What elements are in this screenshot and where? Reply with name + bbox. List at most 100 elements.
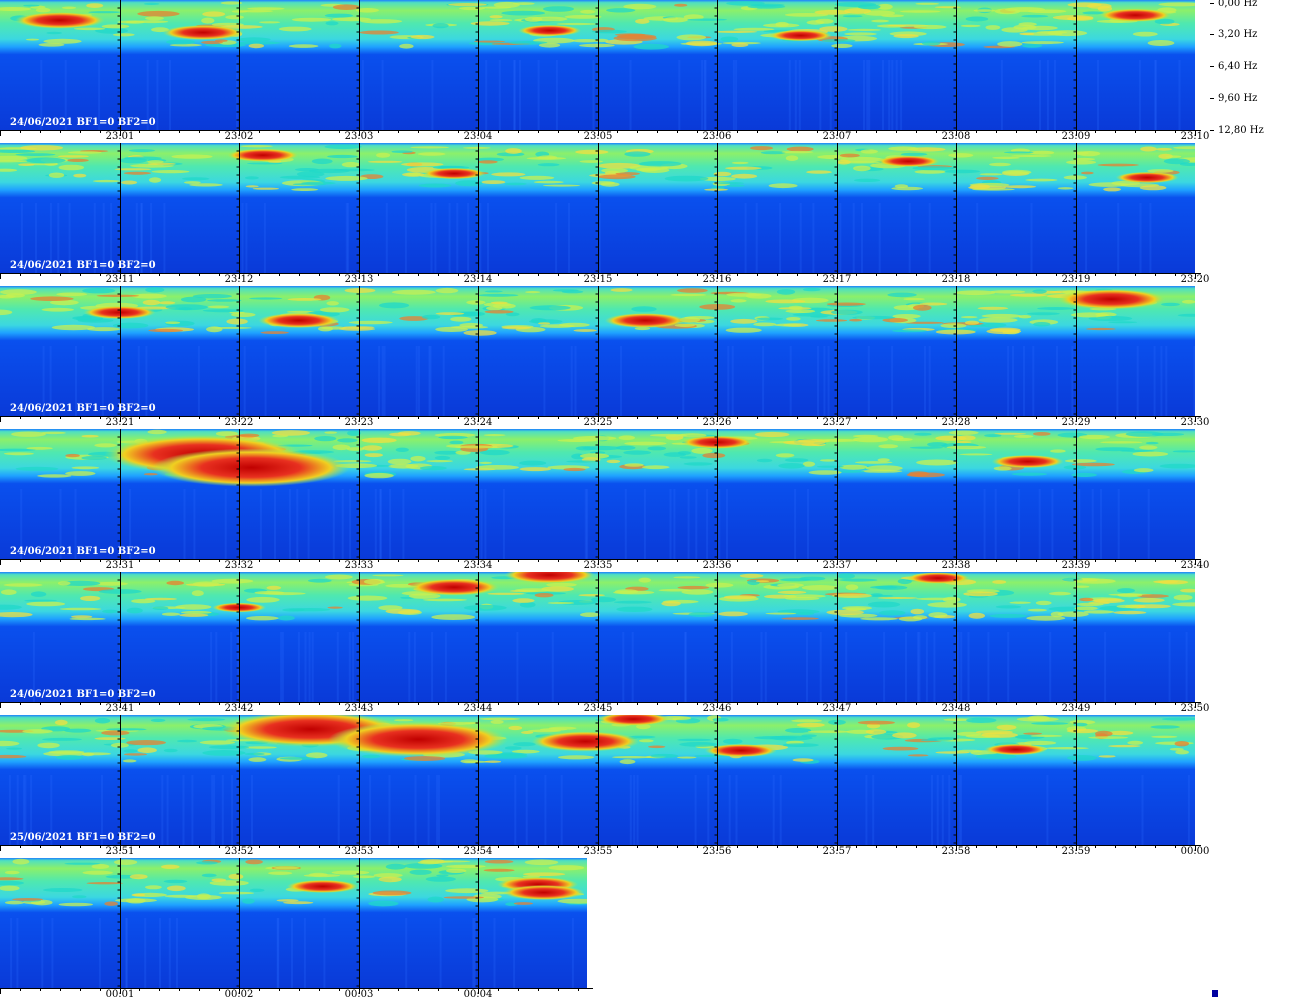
spectrogram-texture [907, 722, 921, 728]
spectrogram-streak [1154, 60, 1157, 130]
spectrogram-texture [426, 460, 453, 463]
time-axis-tick [478, 988, 479, 994]
spectrogram-texture [325, 21, 339, 26]
time-axis-tick [1016, 416, 1017, 419]
time-axis-line [0, 559, 1201, 560]
spectrogram-streak [438, 775, 440, 845]
time-tick-label: 23:25 [583, 417, 613, 428]
time-tick-label: 23:56 [702, 846, 732, 857]
spectrogram-texture [493, 1, 520, 8]
spectrogram-texture [169, 43, 202, 47]
spectrogram-texture [291, 17, 332, 22]
spectrogram-texture [247, 162, 283, 165]
spectrogram-texture [1174, 741, 1190, 747]
spectrogram-texture [677, 451, 691, 455]
time-axis-tick [896, 845, 897, 848]
spectrogram-streak [568, 203, 570, 273]
time-axis-tick [1115, 559, 1116, 562]
time-axis-tick [1135, 416, 1136, 419]
spectrogram-texture [463, 604, 507, 611]
spectrogram-streak [408, 632, 411, 702]
time-axis-tick [239, 559, 240, 565]
spectrogram-texture [432, 23, 449, 29]
spectrogram-svg [0, 572, 1195, 702]
spectrogram-streak [485, 60, 488, 130]
spectrogram-streak [728, 775, 731, 845]
spectrogram-texture [208, 745, 250, 750]
spectrogram-texture [638, 739, 654, 743]
spectrogram-texture [997, 41, 1023, 47]
spectrogram-texture [995, 605, 1022, 609]
spectrogram-texture [129, 874, 148, 880]
spectrogram-texture [1177, 313, 1195, 317]
spectrogram-texture [782, 743, 819, 747]
spectrogram-texture [324, 13, 353, 18]
time-axis-tick [279, 416, 280, 419]
spectrogram-texture [984, 434, 1002, 438]
spectrogram-texture [397, 431, 421, 436]
spectrogram-texture [1132, 31, 1158, 37]
time-tick-label: 23:28 [941, 417, 971, 428]
spectrogram-texture [11, 431, 46, 437]
spectrogram-streak [684, 632, 687, 702]
spectrogram-texture [613, 590, 655, 595]
spectrogram-texture [501, 326, 532, 330]
spectrogram-streak [839, 203, 842, 273]
spectrogram-texture [367, 160, 403, 163]
time-axis-tick [837, 273, 838, 279]
spectrogram-svg [0, 143, 1195, 273]
spectrogram-texture [591, 597, 616, 603]
time-axis-tick [120, 416, 121, 422]
spectrogram-streak [456, 203, 459, 273]
spectrogram-texture [327, 154, 358, 159]
spectrogram-texture [237, 37, 271, 42]
spectrogram-streak [480, 489, 483, 559]
time-axis-tick [1076, 702, 1077, 708]
spectrogram-texture [91, 864, 110, 869]
spectrogram-texture [1093, 598, 1125, 604]
time-axis-tick [239, 988, 240, 994]
spectrogram-texture [364, 472, 394, 479]
time-tick-label: 23:50 [1180, 703, 1210, 714]
time-axis-tick [259, 702, 260, 705]
spectrogram-texture [1161, 302, 1180, 307]
spectrogram-streak [101, 775, 103, 845]
spectrogram-texture [1022, 25, 1058, 31]
spectrogram-streak [280, 632, 283, 702]
spectrogram-texture [996, 724, 1017, 731]
spectrogram-texture [137, 747, 157, 753]
spectrogram-texture [477, 293, 519, 297]
spectrogram-streak [311, 632, 314, 702]
spectrogram-texture [529, 319, 563, 324]
spectrogram-texture [1079, 597, 1094, 602]
time-axis-tick [199, 845, 200, 848]
spectrogram-texture [519, 175, 555, 180]
time-axis-tick [737, 416, 738, 419]
freq-label-4: 12,80 Hz [1210, 125, 1264, 137]
time-axis-tick [777, 845, 778, 848]
spectrogram-texture [623, 3, 657, 10]
spectrogram-texture [361, 754, 381, 759]
time-axis-tick [20, 416, 21, 419]
spectrogram-texture [166, 580, 184, 586]
spectrogram-streak [125, 918, 128, 988]
time-axis-tick [657, 273, 658, 276]
time-axis-tick [339, 702, 340, 705]
spectrogram-texture [913, 304, 932, 311]
spectrogram-texture [289, 608, 331, 612]
time-axis-tick [359, 988, 360, 994]
spectrogram-texture [487, 592, 525, 595]
spectrogram-streak [472, 918, 475, 988]
spectrogram-texture [1025, 178, 1058, 182]
spectrogram-texture [580, 9, 596, 14]
spectrogram-texture [505, 148, 522, 154]
spectrogram-texture [486, 306, 503, 311]
spectrogram-streak [755, 203, 758, 273]
spectrogram-texture [0, 740, 20, 747]
spectrogram-streak [221, 775, 224, 845]
spectrogram-texture [1067, 755, 1097, 761]
time-axis-tick [936, 273, 937, 276]
spectrogram-texture [857, 4, 881, 10]
spectrogram-texture [408, 593, 441, 599]
spectrogram-streak [735, 775, 738, 845]
